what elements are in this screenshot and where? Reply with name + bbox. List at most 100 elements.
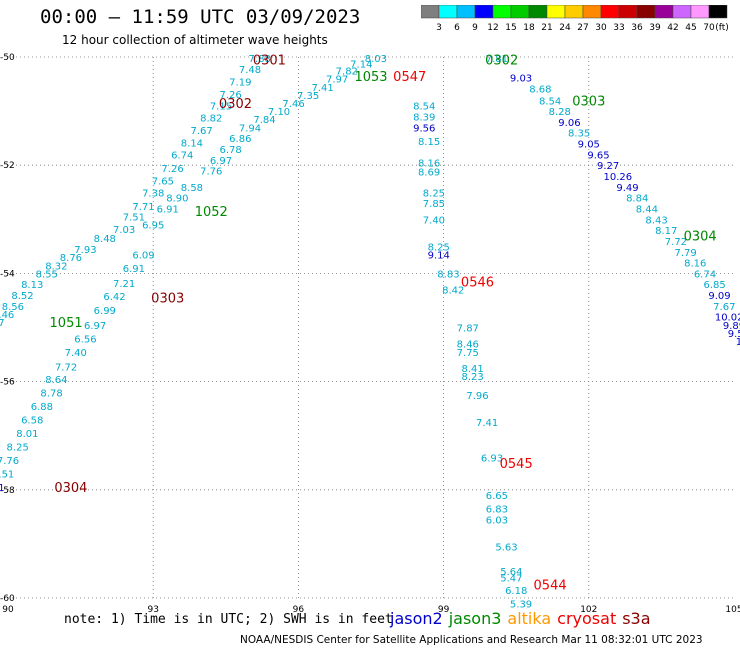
colorbar-tick-label: 30 (595, 23, 607, 33)
time-label: 0547 (393, 70, 426, 85)
swh-value: 9.49 (616, 183, 638, 194)
swh-value: 8.56 (2, 302, 24, 313)
colorbar-tick-label: 6 (454, 23, 460, 33)
swh-value: 7.84 (253, 115, 275, 126)
colorbar-tick-label: 18 (523, 23, 535, 33)
swh-value: 8.55 (36, 269, 58, 280)
swh-value: 7.40 (65, 348, 87, 359)
swh-value: 8.46 (0, 310, 14, 321)
lon-tick-label: 102 (580, 605, 597, 615)
swh-value: 8.68 (529, 84, 551, 95)
colorbar-tick-label: 21 (541, 23, 552, 33)
swh-value: 6.65 (486, 491, 508, 502)
time-label: 0303 (572, 94, 605, 109)
swh-value: 8.35 (568, 129, 590, 140)
swh-value: 7.97 (326, 75, 348, 86)
swh-value: 7.76 (0, 456, 19, 467)
swh-value: 6.85 (704, 280, 726, 291)
colorbar-tick-label: 27 (577, 23, 588, 33)
swh-value: 9.65 (587, 150, 609, 161)
swh-value: 7.94 (239, 123, 261, 134)
swh-value: 7.79 (674, 248, 696, 259)
swh-value: 8.54 (413, 102, 435, 113)
swh-value: 7.26 (161, 164, 183, 175)
lat-tick-label: -60 (0, 594, 15, 604)
swh-value: 8.48 (94, 234, 116, 245)
swh-value: 8.25 (428, 242, 450, 253)
swh-value: 6.97 (84, 321, 106, 332)
colorbar-tick-label: 3 (436, 23, 442, 33)
swh-value: 7.14 (350, 59, 372, 70)
lat-tick-label: -54 (0, 269, 15, 279)
swh-value: 8.28 (549, 107, 571, 118)
satellite-legend: jason2 jason3 altika cryosat s3a (390, 609, 657, 628)
time-label: 0544 (534, 578, 567, 593)
swh-value: 7.15 (210, 102, 232, 113)
swh-value: 5.64 (500, 567, 522, 578)
swh-value: 7.38 (142, 188, 164, 199)
swh-value: 9.21 (0, 483, 5, 494)
lon-tick-label: 105 (725, 605, 740, 615)
swh-value: 6.95 (142, 221, 164, 232)
swh-value: 6.88 (31, 402, 53, 413)
swh-value: 8.39 (413, 113, 435, 124)
swh-value: 6.42 (103, 292, 125, 303)
swh-value: 7.51 (123, 213, 145, 224)
swh-value: 6.97 (210, 156, 232, 167)
lat-tick-label: -52 (0, 161, 15, 171)
swh-value: 8.16 (418, 158, 440, 169)
legend-jason3: jason3 (448, 609, 502, 628)
swh-value: 8.76 (60, 253, 82, 264)
time-label: 1053 (354, 70, 387, 85)
lon-tick-label: 99 (438, 605, 450, 615)
time-label: 0302 (485, 54, 518, 69)
swh-value: 7.72 (55, 362, 77, 373)
swh-value: 6.86 (229, 134, 251, 145)
time-label: 1052 (195, 205, 228, 220)
swh-value: 8.82 (200, 114, 222, 125)
swh-value: 10. (736, 337, 740, 348)
swh-value: 9.27 (597, 161, 619, 172)
swh-value: 8.16 (684, 259, 706, 270)
time-label: 0303 (151, 292, 184, 307)
time-label: 1051 (50, 316, 83, 331)
swh-value: 7.96 (466, 391, 488, 402)
colorbar-tick-label: 12 (487, 23, 498, 33)
swh-value: 5.47 (500, 573, 522, 584)
swh-value: 8.58 (181, 183, 203, 194)
swh-value: 7.67 (713, 302, 735, 313)
swh-value: 8.17 (655, 226, 677, 237)
swh-value: 7.35 (297, 91, 319, 102)
swh-value: 8.13 (21, 280, 43, 291)
credit-line: NOAA/NESDIS Center for Satellite Applica… (240, 634, 703, 646)
swh-value: 7.19 (229, 77, 251, 88)
colorbar-tick-label: 15 (505, 23, 516, 33)
swh-value: 7.41 (476, 418, 498, 429)
swh-value: 8.42 (442, 286, 464, 297)
swh-value: 7.82 (336, 67, 358, 78)
swh-value: 8.01 (16, 429, 38, 440)
lon-tick-label: 93 (147, 605, 158, 615)
swh-value: 8.03 (365, 54, 387, 65)
time-label: 0546 (461, 276, 494, 291)
swh-value: 7.72 (665, 237, 687, 248)
lon-tick-label: 90 (2, 605, 14, 615)
colorbar-tick-label: 33 (613, 23, 624, 33)
swh-value: 8.25 (7, 443, 29, 454)
time-label: 0304 (684, 230, 717, 245)
swh-value: 7.87 (457, 324, 479, 335)
swh-value: 7.87 (0, 318, 5, 329)
colorbar-unit: (ft) (715, 23, 729, 33)
swh-value: 9.56 (413, 123, 435, 134)
swh-value: 8.51 (0, 470, 14, 481)
swh-value: 8.78 (40, 388, 62, 399)
swh-value: 9.03 (510, 74, 532, 85)
swh-value: 8.83 (437, 269, 459, 280)
footer-note: note: 1) Time is in UTC; 2) SWH is in fe… (64, 612, 393, 627)
swh-value: 8.23 (462, 372, 484, 383)
swh-value: 7.03 (113, 225, 135, 236)
colorbar-tick-label: 36 (631, 23, 643, 33)
colorbar-tick-label: 9 (472, 23, 478, 33)
swh-value: 6.91 (123, 264, 145, 275)
time-label: 0302 (219, 97, 252, 112)
